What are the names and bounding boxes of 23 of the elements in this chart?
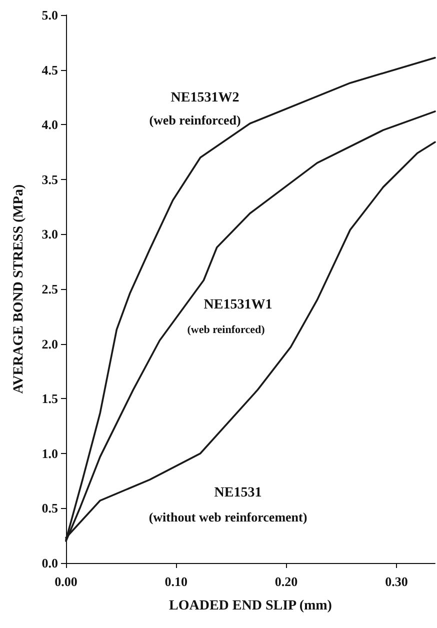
x-tick-label: 0.10 — [164, 574, 188, 589]
x-tick-label: 0.20 — [274, 574, 298, 589]
y-tick-label: 1.5 — [42, 391, 58, 406]
annotation: (web reinforced) — [149, 112, 241, 128]
y-tick-label: 4.0 — [42, 117, 58, 132]
series-label: NE1531W1 — [204, 298, 272, 312]
y-tick-label: 0.5 — [42, 500, 58, 516]
y-tick-label: 2.5 — [42, 282, 58, 296]
y-tick-label: 1.0 — [42, 446, 58, 461]
y-tick-label: 3.5 — [42, 172, 58, 187]
y-tick-label: 3.0 — [42, 226, 58, 242]
y-tick-label: 0.0 — [42, 556, 58, 570]
text: NE1531 — [214, 486, 262, 500]
series-label: NE1531W2 — [170, 90, 240, 106]
x-axis-title: LOADED END SLIP (mm) — [169, 598, 332, 614]
y-tick-label: 5.0 — [42, 8, 58, 22]
y-axis-title: AVERAGE BOND STRESS (MPa) — [12, 184, 26, 394]
x-tick-label: 0.30 — [385, 574, 408, 589]
y-tick-label: 2.0 — [42, 336, 58, 352]
annotation: (without web reinforcement) — [148, 510, 308, 524]
annotation: (web reinforced) — [187, 324, 266, 336]
y-tick-label: 4.5 — [42, 62, 58, 78]
x-tick-label: 0.00 — [54, 574, 78, 589]
